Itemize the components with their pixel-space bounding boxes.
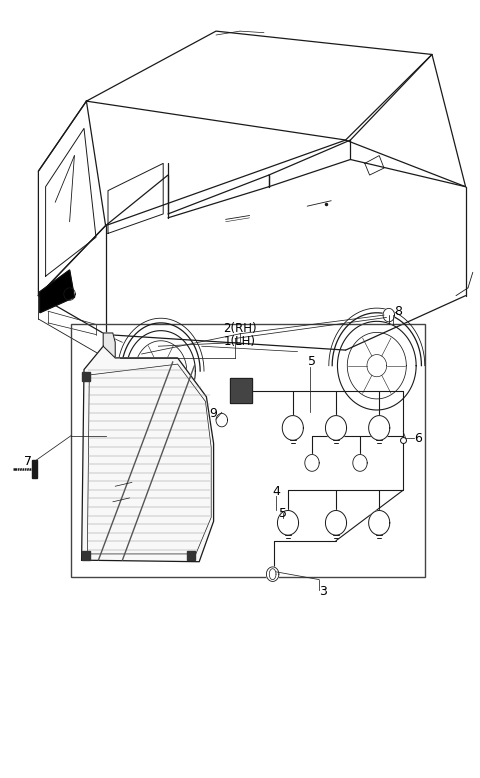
Polygon shape — [32, 460, 37, 478]
Text: 1(LH): 1(LH) — [224, 335, 256, 348]
Polygon shape — [82, 342, 214, 562]
Bar — [71, 324, 425, 577]
Text: 6: 6 — [414, 432, 421, 444]
Polygon shape — [216, 413, 228, 427]
Polygon shape — [40, 270, 74, 313]
Polygon shape — [277, 510, 299, 535]
Text: 5: 5 — [308, 356, 316, 368]
Polygon shape — [383, 308, 395, 322]
Polygon shape — [187, 551, 195, 560]
Polygon shape — [325, 510, 347, 535]
Polygon shape — [266, 567, 279, 581]
Text: 7: 7 — [24, 455, 32, 468]
Text: 8: 8 — [395, 305, 402, 317]
Polygon shape — [82, 551, 90, 560]
Polygon shape — [305, 454, 319, 471]
Text: 4: 4 — [272, 485, 280, 498]
Polygon shape — [325, 415, 347, 440]
Polygon shape — [230, 378, 252, 403]
Polygon shape — [369, 510, 390, 535]
Polygon shape — [82, 372, 90, 381]
Text: 9: 9 — [210, 408, 217, 420]
Polygon shape — [103, 333, 115, 358]
Text: 3: 3 — [319, 585, 326, 598]
Text: 2(RH): 2(RH) — [223, 322, 257, 335]
Polygon shape — [282, 415, 303, 440]
Polygon shape — [369, 415, 390, 440]
Text: 5: 5 — [279, 507, 287, 520]
Polygon shape — [353, 454, 367, 471]
